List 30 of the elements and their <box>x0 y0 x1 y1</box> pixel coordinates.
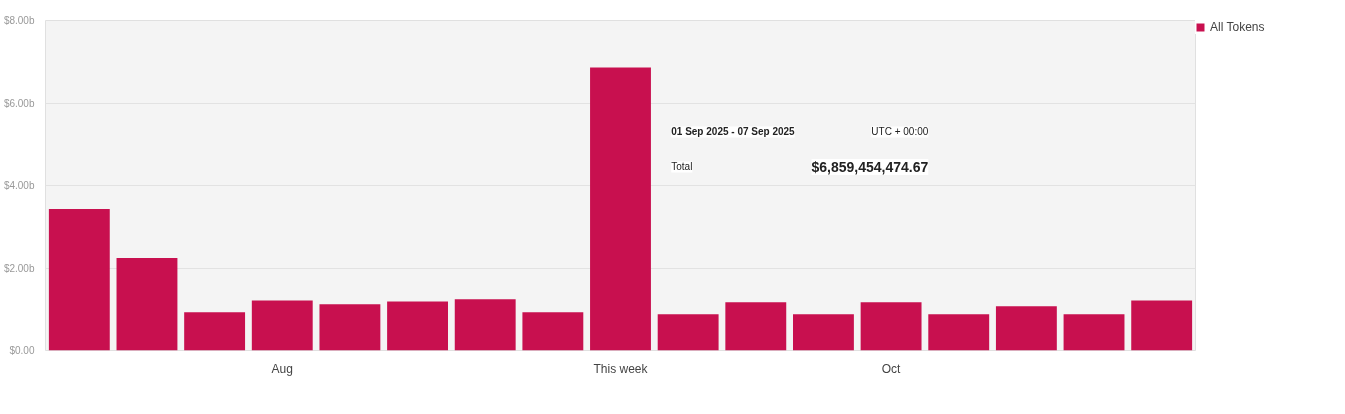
bar <box>319 304 381 351</box>
bar <box>387 301 448 351</box>
annotation: UTC + 00:00 <box>871 126 929 138</box>
bar <box>454 299 516 351</box>
bar <box>928 314 990 351</box>
bar <box>48 209 110 351</box>
bar <box>522 312 584 351</box>
annotation: Total <box>671 161 693 173</box>
bar <box>1063 314 1125 351</box>
x-tick-label: Aug <box>271 361 293 376</box>
bar <box>590 67 651 351</box>
bar <box>657 314 719 351</box>
bar <box>725 302 787 351</box>
y-tick-label: $0.00 <box>9 345 35 356</box>
bar <box>793 314 854 351</box>
x-tick-label: Oct <box>881 361 902 376</box>
bar <box>184 312 246 351</box>
annotation: 01 Sep 2025 - 07 Sep 2025 <box>671 126 796 138</box>
annotation: $6,859,454,474.67 <box>811 158 929 175</box>
y-tick-label: $6.00b <box>3 97 35 109</box>
bar <box>116 258 178 351</box>
bar <box>860 302 922 351</box>
x-tick-label: This week <box>593 361 649 376</box>
legend-label: All Tokens <box>1210 20 1265 34</box>
bar <box>251 300 313 351</box>
y-tick-label: $8.00b <box>3 15 35 26</box>
y-tick-label: $2.00b <box>3 262 35 274</box>
bar <box>995 306 1057 351</box>
bar <box>1131 300 1193 351</box>
y-tick-label: $4.00b <box>3 180 35 191</box>
